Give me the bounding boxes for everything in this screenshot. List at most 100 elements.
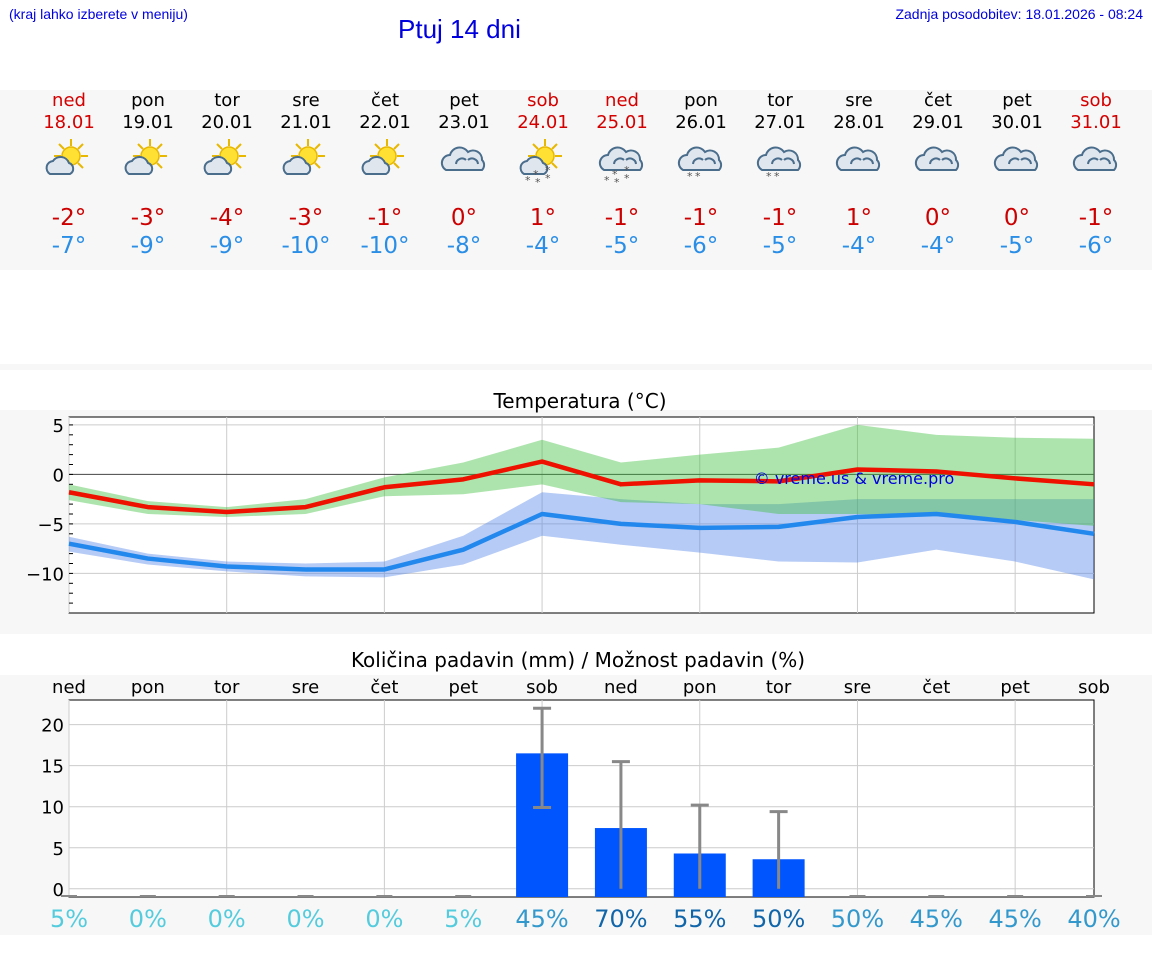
min-temperature: -5°	[999, 233, 1035, 259]
precipitation-x-label: sob	[526, 677, 558, 698]
max-temperature: -1°	[683, 205, 719, 231]
min-temperature: -10°	[360, 233, 410, 259]
svg-text:*: *	[535, 176, 541, 189]
precipitation-x-label: tor	[766, 677, 792, 698]
day-name: pon	[684, 90, 718, 111]
max-temperature: -1°	[762, 205, 798, 231]
sun-cloud-icon	[345, 134, 425, 204]
temperature-y-tick-label: −5	[37, 515, 64, 536]
day-column: pet 30.01 0° -5°	[977, 90, 1057, 260]
cloud-light-snow-icon: * *	[740, 134, 820, 204]
precipitation-x-label: tor	[214, 677, 240, 698]
svg-text:*: *	[695, 170, 701, 183]
precipitation-y-tick-label: 5	[53, 839, 64, 860]
precipitation-probability-label: 70%	[594, 905, 647, 933]
day-column: čet 22.01 -1° -10°	[345, 90, 425, 260]
precipitation-probability-label: 0%	[129, 905, 167, 933]
cloud-icon	[898, 134, 978, 204]
precipitation-probability-label: 50%	[752, 905, 805, 933]
precipitation-y-tick-label: 10	[41, 798, 64, 819]
precipitation-probability-label: 50%	[831, 905, 884, 933]
precipitation-probability-label: 5%	[50, 905, 88, 933]
svg-text:*: *	[525, 174, 531, 187]
sun-cloud-icon	[29, 134, 109, 204]
day-name: pon	[131, 90, 165, 111]
precipitation-x-label: čet	[922, 677, 950, 698]
svg-text:*: *	[687, 170, 693, 183]
separator	[0, 364, 1152, 370]
min-temperature: -9°	[130, 233, 166, 259]
sun-cloud-icon	[266, 134, 346, 204]
precipitation-x-label: pon	[131, 677, 165, 698]
min-temperature: -6°	[1078, 233, 1114, 259]
cloud-icon	[977, 134, 1057, 204]
cloud-icon	[424, 134, 504, 204]
precipitation-x-label: sre	[844, 677, 871, 698]
svg-text:*: *	[612, 168, 618, 181]
cloud-icon	[819, 134, 899, 204]
max-temperature: 1°	[529, 205, 557, 231]
precipitation-x-label: čet	[370, 677, 398, 698]
svg-text:*: *	[624, 172, 630, 185]
precipitation-probability-label: 40%	[1067, 905, 1120, 933]
svg-text:*: *	[545, 164, 551, 177]
svg-text:*: *	[624, 164, 630, 177]
temperature-y-tick-label: 0	[53, 465, 64, 486]
day-column: čet 29.01 0° -4°	[898, 90, 978, 260]
day-date: 22.01	[359, 112, 411, 133]
day-date: 28.01	[833, 112, 885, 133]
precipitation-x-label: ned	[52, 677, 86, 698]
day-column: tor 20.01 -4° -9°	[187, 90, 267, 260]
day-date: 24.01	[517, 112, 569, 133]
day-name: pet	[449, 90, 479, 111]
min-temperature: -6°	[683, 233, 719, 259]
day-column: sob 31.01 -1° -6°	[1056, 90, 1136, 260]
day-name: čet	[923, 90, 953, 111]
min-temperature: -5°	[762, 233, 798, 259]
max-temperature: -1°	[604, 205, 640, 231]
watermark-label: © vreme.us & vreme.pro	[754, 469, 955, 488]
day-date: 18.01	[43, 112, 95, 133]
min-temperature: -7°	[51, 233, 87, 259]
precipitation-probability-label: 55%	[673, 905, 726, 933]
region-hint-link[interactable]: (kraj lahko izberete v meniju)	[9, 6, 188, 22]
sun-cloud-icon	[108, 134, 188, 204]
day-date: 25.01	[596, 112, 648, 133]
day-date: 29.01	[912, 112, 964, 133]
precipitation-x-label: pon	[683, 677, 717, 698]
day-name: sre	[845, 90, 873, 111]
min-temperature: -10°	[281, 233, 331, 259]
day-date: 26.01	[675, 112, 727, 133]
max-temperature: 0°	[450, 205, 478, 231]
max-temperature: -3°	[130, 205, 166, 231]
precipitation-probability-label: 0%	[365, 905, 403, 933]
min-temperature: -5°	[604, 233, 640, 259]
sun-cloud-icon	[187, 134, 267, 204]
min-temperature: -4°	[841, 233, 877, 259]
max-temperature: -3°	[288, 205, 324, 231]
max-temperature: -1°	[367, 205, 403, 231]
svg-text:*: *	[533, 168, 539, 181]
temperature-y-tick-label: 5	[53, 416, 64, 437]
temperature-chart-title: Temperatura (°C)	[492, 389, 666, 413]
svg-text:*: *	[766, 170, 772, 183]
day-column: pon 26.01 * * -1° -6°	[661, 90, 741, 260]
min-temperature-band	[69, 492, 1094, 580]
last-update-label: Zadnja posodobitev: 18.01.2026 - 08:24	[895, 6, 1143, 22]
day-column: ned 18.01 -2° -7°	[29, 90, 109, 260]
day-date: 19.01	[122, 112, 174, 133]
precipitation-chart-title: Količina padavin (mm) / Možnost padavin …	[351, 648, 805, 672]
precipitation-y-tick-label: 20	[41, 716, 64, 737]
day-name: tor	[767, 90, 793, 111]
precipitation-y-tick-label: 0	[53, 880, 64, 901]
day-name: sob	[1080, 90, 1112, 111]
precipitation-probability-label: 45%	[515, 905, 568, 933]
forecast-band	[0, 90, 1152, 270]
svg-text:*: *	[774, 170, 780, 183]
max-temperature-line	[68, 459, 1095, 515]
precipitation-x-label: pet	[1000, 677, 1030, 698]
sun-cloud-snow-icon: * * * * *	[503, 134, 583, 204]
precipitation-probability-label: 5%	[444, 905, 482, 933]
max-temperature: -1°	[1078, 205, 1114, 231]
